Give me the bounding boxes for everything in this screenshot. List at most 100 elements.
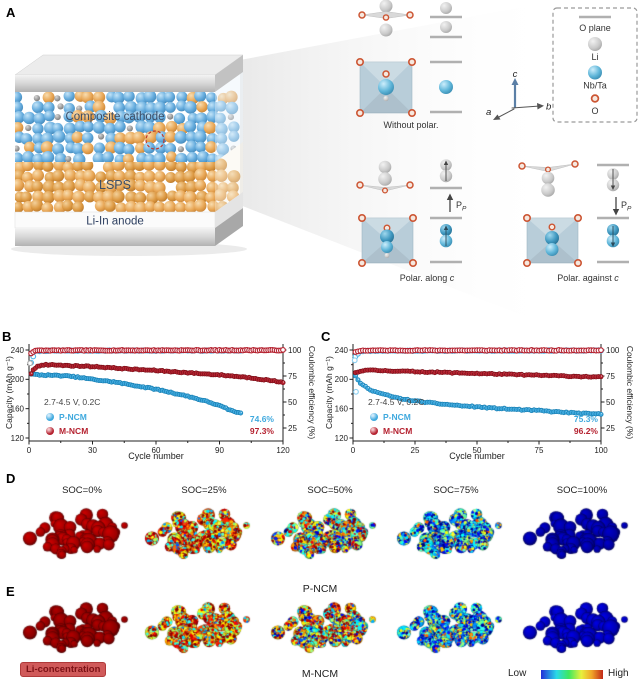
li-concentration-badge: Li-concentration (20, 662, 107, 677)
nbta-legend-label: Nb/Ta (583, 81, 607, 91)
top-plate (14, 54, 244, 92)
li-atom (379, 23, 393, 37)
axis-a-label: a (486, 107, 491, 118)
svg-text:25: 25 (288, 424, 297, 433)
li-atom-simplified (440, 21, 452, 33)
panel-c-letter: C (321, 329, 331, 344)
svg-text:120: 120 (11, 434, 25, 443)
svg-text:75: 75 (288, 372, 297, 381)
bottom-plate (15, 208, 243, 246)
cluster-M-NCM-SOC=25% (144, 596, 264, 670)
svg-text:Coulombic efficiency (%): Coulombic efficiency (%) (625, 346, 635, 440)
panel-e-letter: E (6, 584, 15, 599)
li-atom (379, 0, 393, 13)
o-legend-label: O (591, 106, 598, 116)
svg-text:90: 90 (215, 446, 224, 455)
legend-m-ncm-c: M-NCM (370, 426, 412, 436)
svg-text:50: 50 (288, 398, 297, 407)
legend-p-ncm-b: P-NCM (46, 412, 87, 422)
o-plane-legend-label: O plane (579, 23, 611, 33)
lsps-electrolyte-spheres (15, 158, 241, 212)
cluster-M-NCM-SOC=50% (270, 596, 390, 670)
nbta-octahedron (355, 57, 417, 118)
li-legend-sphere (588, 37, 602, 51)
m-ncm-legend-label: M-NCM (383, 426, 413, 436)
pp-against-label: PP (621, 200, 632, 213)
cluster-M-NCM-SOC=75% (396, 596, 516, 670)
panel-a-letter: A (6, 5, 16, 20)
m-ncm-legend-label: M-NCM (59, 426, 89, 436)
highlight-particle-circle (145, 130, 165, 150)
svg-text:75: 75 (606, 372, 615, 381)
svg-text:50: 50 (473, 446, 482, 455)
panel-d-letter: D (6, 471, 16, 486)
svg-text:160: 160 (11, 404, 25, 413)
panel-c-plot: 120 160 200 240 0 25 50 75 100 25 50 75 100 Capacity … (324, 344, 635, 461)
o-atom (406, 11, 414, 19)
nbta-atom-simplified (439, 80, 453, 94)
svg-text:240: 240 (11, 346, 25, 355)
panel-b-plot: 120 160 200 240 0 30 60 90 120 25 50 75 100 Capacity … (4, 344, 317, 461)
axis-c-label: c (513, 69, 518, 80)
o-legend-atom (590, 94, 600, 103)
cluster-P-NCM-SOC=25% (144, 502, 264, 576)
svg-text:100: 100 (606, 346, 620, 355)
svg-text:0: 0 (351, 446, 356, 455)
svg-text:120: 120 (335, 434, 349, 443)
p-ncm-row-label: P-NCM (302, 583, 338, 595)
p-ncm-legend-label: P-NCM (59, 412, 87, 422)
svg-text:200: 200 (335, 375, 349, 384)
soc-header-100: SOC=100% (556, 485, 608, 496)
structure-polar-against-c: PP Polar. against c (518, 160, 632, 283)
nbta-legend-sphere (588, 65, 602, 80)
cathode-side-haze (215, 72, 243, 162)
svg-text:25: 25 (606, 424, 615, 433)
svg-text:Capacity (mAh g⁻¹): Capacity (mAh g⁻¹) (324, 356, 334, 429)
colorbar-high-label: High (608, 668, 629, 679)
svg-text:30: 30 (88, 446, 97, 455)
polar-against-label: Polar. against c (557, 273, 619, 283)
cluster-P-NCM-SOC=75% (396, 502, 516, 576)
panel-c-chart: 120 160 200 240 0 25 50 75 100 25 50 75 100 Capacity … (320, 328, 640, 472)
retention-m-c: 96.2% (573, 426, 598, 436)
svg-text:60: 60 (152, 446, 161, 455)
crystal-structure-schematics: Without polar. c b a O plane Li Nb/Ta O (355, 0, 638, 283)
cluster-P-NCM-SOC=0% (22, 502, 142, 576)
svg-text:0: 0 (27, 446, 32, 455)
legend-m-ncm-b: M-NCM (46, 426, 88, 436)
nbta-octahedron-against (523, 214, 582, 267)
p-ncm-legend-label: P-NCM (383, 412, 411, 422)
svg-text:Cycle number: Cycle number (128, 451, 184, 461)
anode-slab (14, 192, 243, 229)
axis-b-label: b (546, 102, 551, 113)
cluster-M-NCM-SOC=0% (22, 596, 142, 670)
svg-text:Coulombic efficiency (%): Coulombic efficiency (%) (307, 346, 317, 440)
cluster-M-NCM-SOC=100% (522, 596, 640, 670)
cluster-P-NCM-SOC=50% (270, 502, 390, 576)
svg-text:160: 160 (335, 404, 349, 413)
electrolyte-label: LSPS (99, 178, 131, 192)
cluster-P-NCM-SOC=100% (522, 502, 640, 576)
svg-text:25: 25 (411, 446, 420, 455)
pp-along-label: PP (456, 200, 467, 213)
svg-text:200: 200 (11, 375, 25, 384)
legend-p-ncm-c: P-NCM (370, 412, 411, 422)
p-ncm-legend-dot (370, 413, 378, 421)
svg-text:Capacity (mAh g⁻¹): Capacity (mAh g⁻¹) (4, 356, 14, 429)
structure-polar-along-c: PP Polar. along c (356, 159, 467, 283)
composite-cathode-spheres (15, 89, 240, 162)
m-ncm-legend-dot (46, 427, 54, 435)
battery-cell-illustration: Composite cathode LSPS Li-In anode (11, 54, 247, 256)
p-ncm-legend-dot (46, 413, 54, 421)
li-legend-label: Li (591, 52, 598, 62)
colorbar-low-label: Low (508, 668, 527, 679)
m-ncm-row-label: M-NCM (301, 668, 339, 680)
soc-header-0: SOC=0% (62, 485, 102, 496)
crystal-axes: c b a (486, 69, 551, 120)
li-atom-simplified (440, 2, 452, 14)
colorbar-gradient (541, 670, 603, 679)
panel-b-chart: 120 160 200 240 0 30 60 90 120 25 50 75 100 Capacity … (0, 328, 320, 472)
soc-header-50: SOC=50% (307, 485, 353, 496)
svg-text:75: 75 (535, 446, 544, 455)
